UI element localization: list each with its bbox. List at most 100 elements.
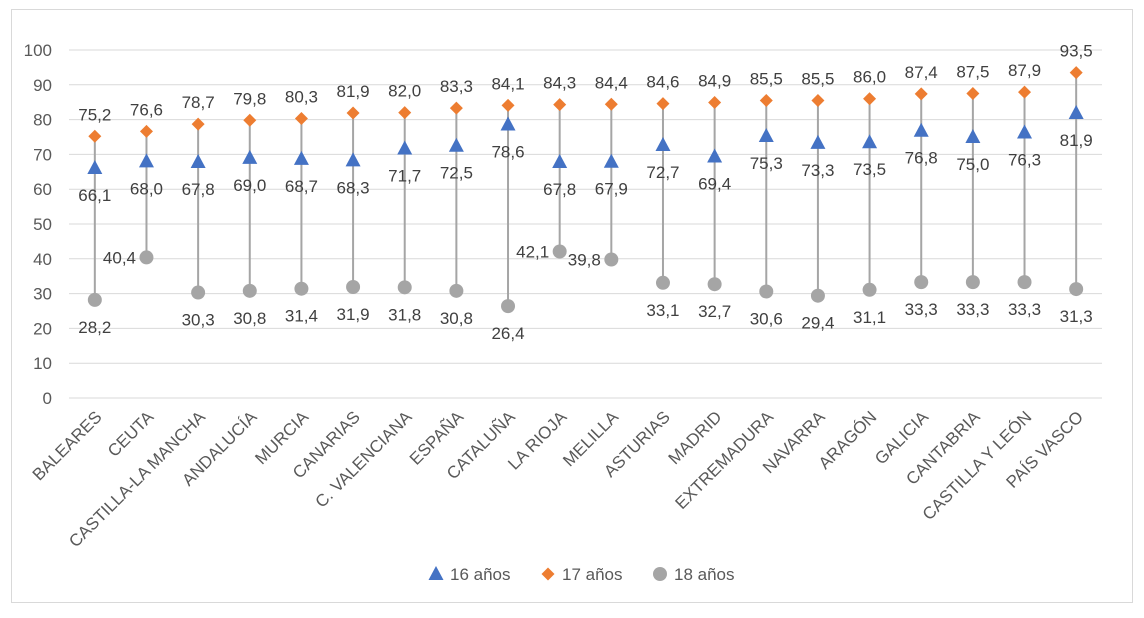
data-point-diamond (656, 97, 670, 111)
data-point-circle (87, 292, 102, 307)
data-point-triangle (293, 150, 309, 165)
data-label-18: 40,4 (103, 248, 136, 267)
data-label-17: 87,9 (1008, 61, 1041, 80)
data-point-circle (139, 250, 154, 265)
data-label-17: 84,1 (491, 74, 524, 93)
data-label-16: 67,8 (182, 180, 215, 199)
y-tick-label: 40 (33, 250, 52, 269)
data-point-diamond (553, 98, 567, 112)
y-tick-label: 70 (33, 145, 52, 164)
data-label-18: 33,1 (646, 301, 679, 320)
data-point-diamond (88, 129, 102, 143)
data-label-16: 69,0 (233, 176, 266, 195)
data-label-18: 31,4 (285, 307, 318, 326)
y-tick-label: 60 (33, 180, 52, 199)
data-point-triangle (913, 122, 929, 137)
data-label-18: 33,3 (905, 300, 938, 319)
data-point-triangle (1017, 124, 1033, 139)
data-point-triangle (448, 137, 464, 152)
data-point-triangle (138, 153, 154, 168)
data-label-16: 71,7 (388, 166, 421, 185)
data-point-diamond (759, 93, 773, 107)
data-point-circle (294, 281, 309, 296)
data-point-diamond (346, 106, 360, 120)
data-point-circle (1069, 282, 1084, 297)
data-label-18: 30,3 (182, 311, 215, 330)
data-point-diamond (398, 106, 412, 120)
data-point-triangle (190, 154, 206, 169)
data-label-16: 67,8 (543, 180, 576, 199)
legend-marker-triangle (428, 566, 444, 580)
legend-label: 17 años (562, 565, 623, 584)
data-point-circle (759, 284, 774, 299)
data-label-16: 67,9 (595, 180, 628, 199)
data-point-diamond (501, 98, 515, 112)
data-point-triangle (1068, 104, 1084, 119)
data-point-diamond (811, 93, 825, 107)
data-label-18: 31,8 (388, 305, 421, 324)
data-label-18: 30,6 (750, 310, 783, 329)
legend-marker-diamond (541, 567, 555, 581)
data-point-diamond (914, 87, 928, 101)
data-label-17: 84,4 (595, 73, 628, 92)
y-tick-label: 20 (33, 319, 52, 338)
data-label-17: 85,5 (750, 69, 783, 88)
data-label-17: 75,2 (78, 105, 111, 124)
data-label-16: 72,7 (646, 163, 679, 182)
data-point-circle (655, 275, 670, 290)
data-label-17: 80,3 (285, 88, 318, 107)
data-point-circle (604, 252, 619, 267)
legend-label: 18 años (674, 565, 735, 584)
chart-border (11, 9, 1133, 603)
data-label-16: 68,7 (285, 177, 318, 196)
data-label-16: 76,8 (905, 149, 938, 168)
data-label-17: 84,9 (698, 72, 731, 91)
data-point-circle (242, 283, 257, 298)
data-label-16: 81,9 (1060, 131, 1093, 150)
y-tick-label: 0 (43, 389, 52, 408)
data-point-circle (914, 275, 929, 290)
y-tick-label: 50 (33, 215, 52, 234)
data-point-triangle (500, 116, 516, 131)
data-label-17: 84,6 (646, 73, 679, 92)
data-point-triangle (552, 154, 568, 169)
data-point-triangle (965, 129, 981, 143)
data-point-diamond (1069, 66, 1083, 80)
data-point-diamond (294, 112, 308, 126)
data-label-18: 42,1 (516, 242, 549, 261)
y-tick-label: 100 (24, 41, 52, 60)
data-point-circle (552, 244, 567, 259)
data-label-17: 87,4 (905, 63, 938, 82)
data-point-diamond (604, 97, 618, 111)
data-point-circle (862, 282, 877, 297)
data-label-16: 68,3 (337, 178, 370, 197)
data-label-17: 83,3 (440, 77, 473, 96)
data-label-16: 76,3 (1008, 150, 1041, 169)
data-label-18: 28,2 (78, 318, 111, 337)
data-label-17: 93,5 (1060, 42, 1093, 61)
data-label-16: 75,0 (956, 155, 989, 174)
y-tick-label: 10 (33, 354, 52, 373)
data-point-circle (1017, 275, 1032, 290)
data-label-17: 76,6 (130, 100, 163, 119)
data-label-16: 78,6 (491, 142, 524, 161)
data-point-circle (449, 283, 464, 298)
data-label-16: 75,3 (750, 154, 783, 173)
data-point-triangle (345, 152, 361, 167)
data-label-16: 73,5 (853, 160, 886, 179)
data-label-16: 66,1 (78, 186, 111, 205)
data-point-circle (346, 279, 361, 294)
legend-marker-circle (653, 567, 667, 581)
data-point-triangle (758, 127, 774, 142)
data-point-circle (501, 299, 516, 314)
data-label-18: 32,7 (698, 302, 731, 321)
data-point-triangle (397, 140, 413, 155)
data-point-triangle (603, 153, 619, 168)
y-tick-label: 90 (33, 76, 52, 95)
y-tick-label: 30 (33, 285, 52, 304)
data-point-diamond (243, 113, 257, 127)
data-point-diamond (966, 87, 980, 100)
data-point-triangle (862, 134, 878, 149)
